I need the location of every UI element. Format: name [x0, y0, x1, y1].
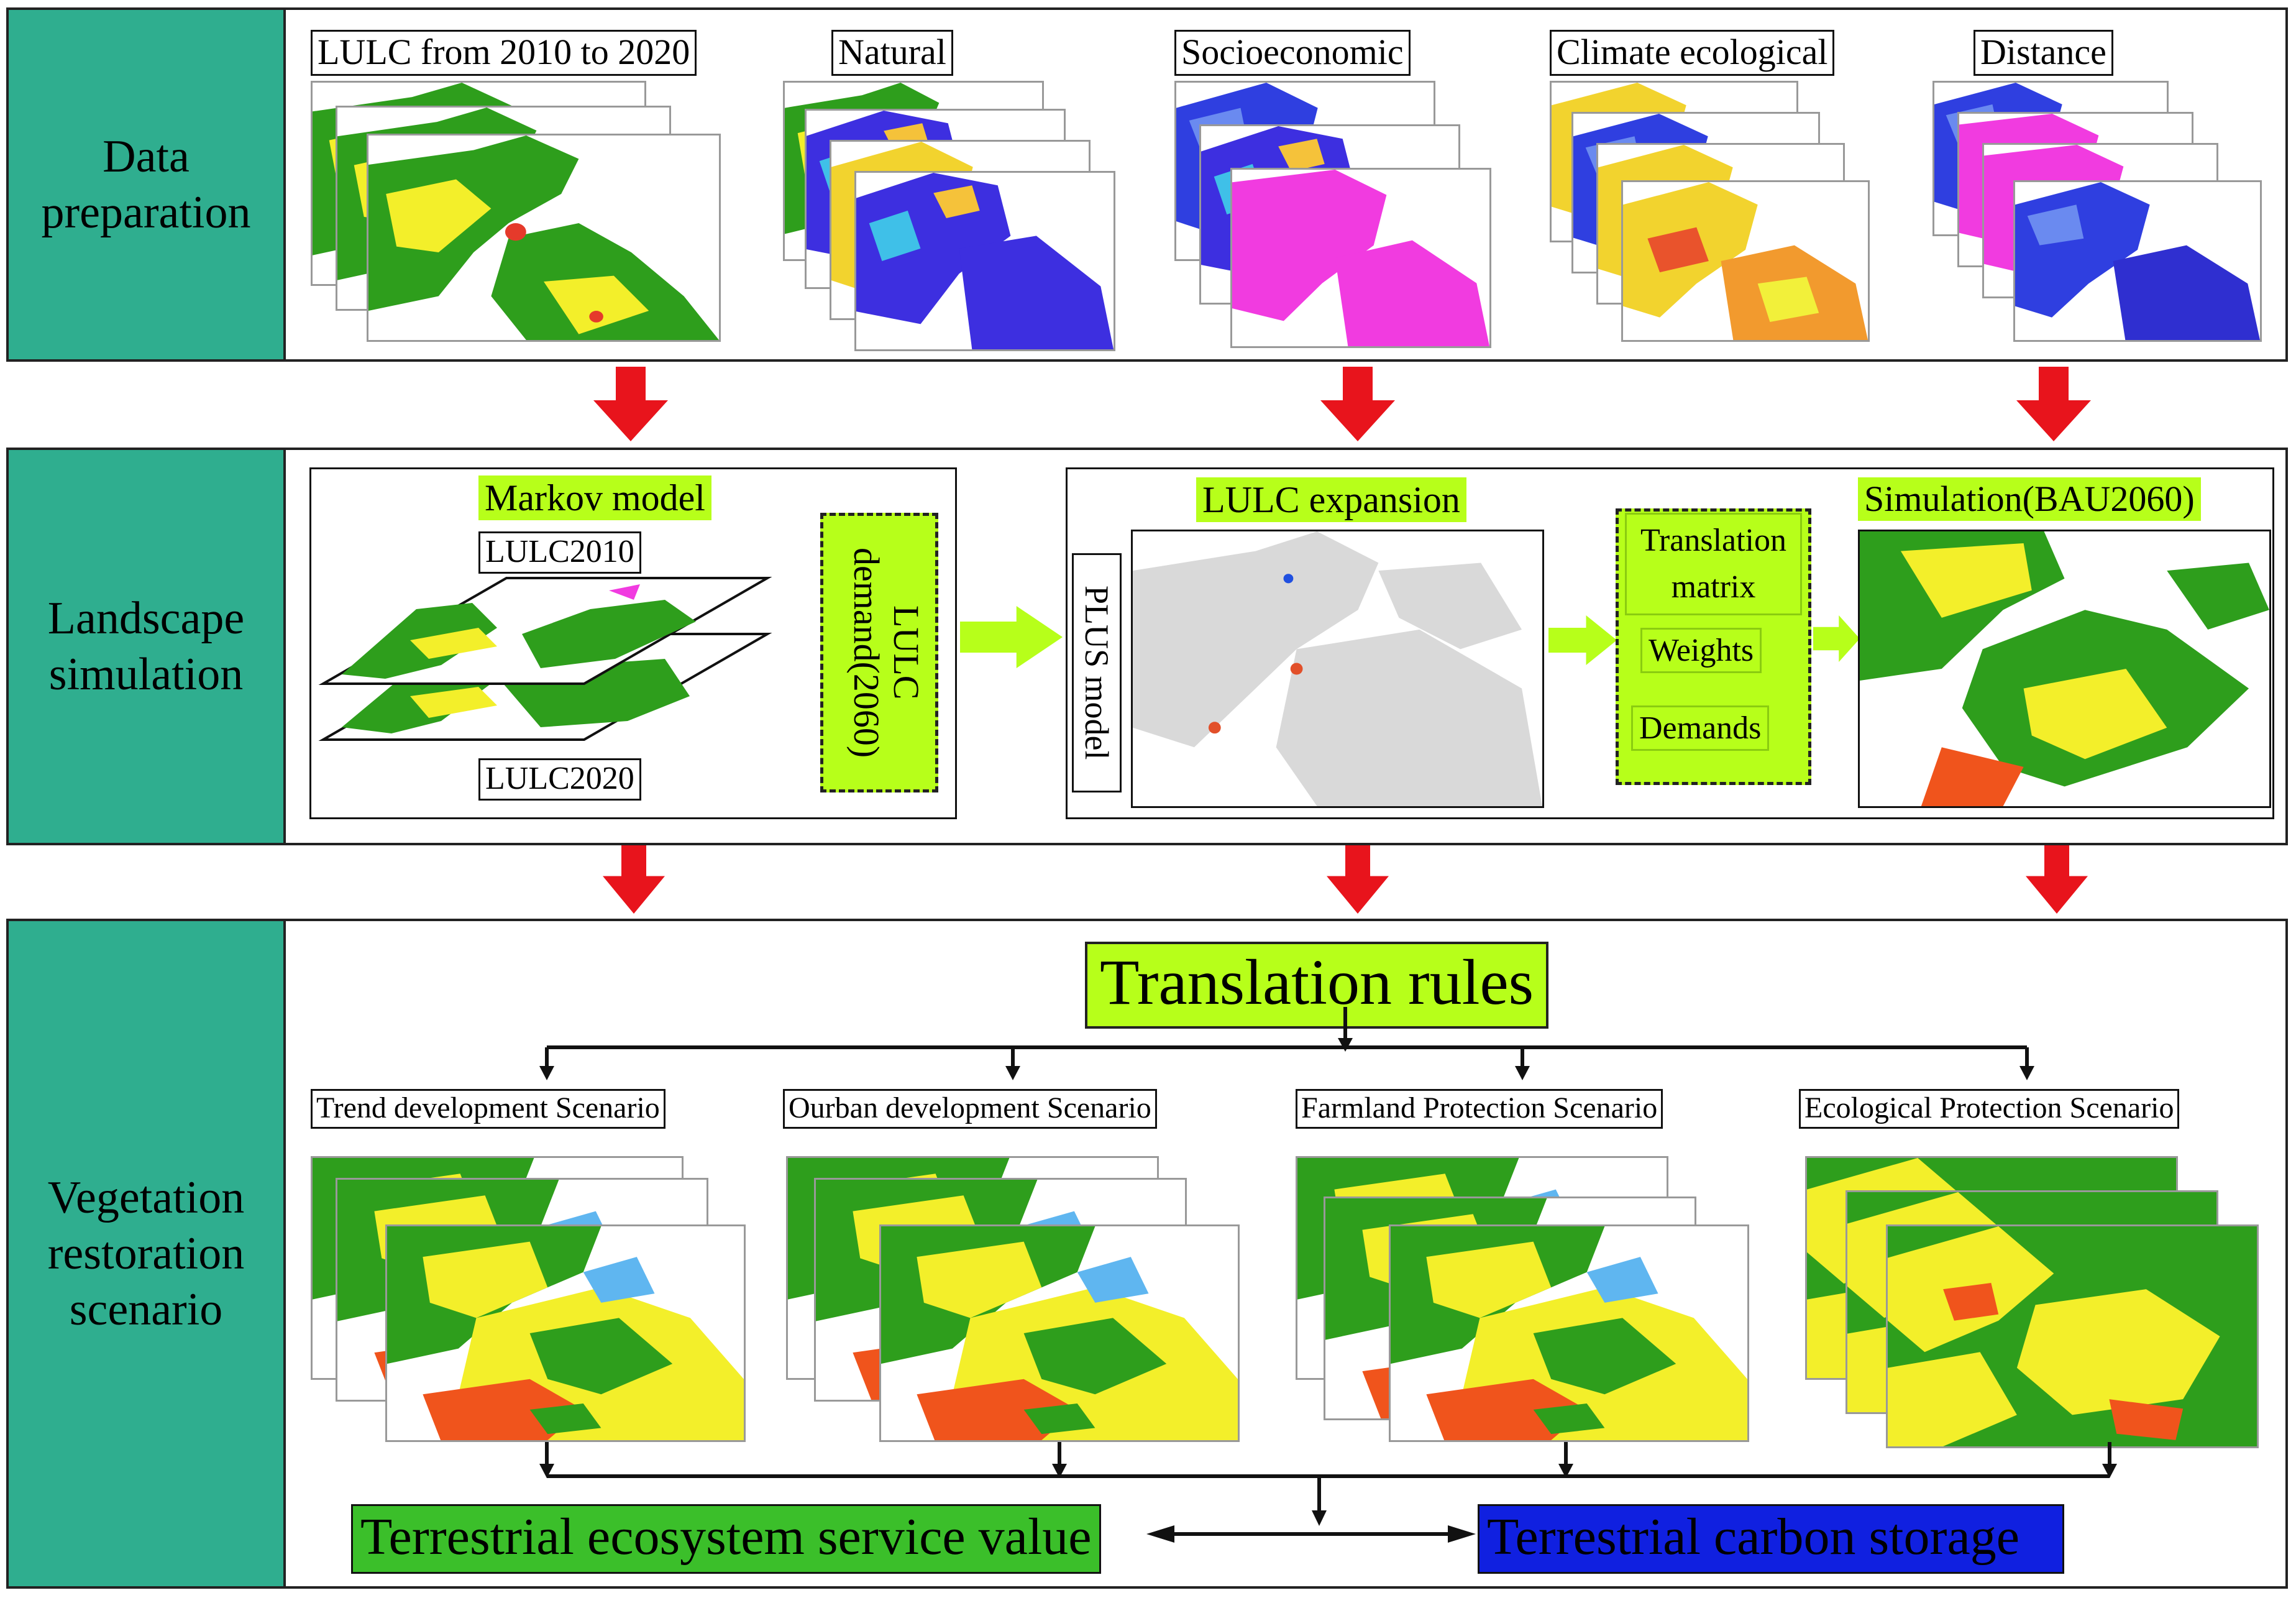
weights-label: Weights	[1640, 628, 1762, 673]
plus-model-label: PLUS model	[1072, 553, 1122, 792]
lulc-demand-text: LULC demand(2060)	[846, 547, 926, 758]
scenario-label-trend: Trend development Scenario	[311, 1089, 665, 1129]
rules-branch-connector	[539, 1007, 2034, 1080]
scenario-label-ourban: Ourban development Scenario	[783, 1089, 1157, 1129]
down-arrow-6	[2026, 845, 2088, 914]
scenario-label-farmland: Farmland Protection Scenario	[1296, 1089, 1663, 1129]
right-arrow-expansion-to-params	[1548, 615, 1617, 665]
lulc-2010-2020-label: LULC from 2010 to 2020	[311, 30, 697, 76]
down-arrow-4	[603, 845, 665, 914]
simulation-map	[1858, 530, 2271, 808]
markov-layers-graphic	[318, 577, 772, 741]
down-arrow-2	[1320, 367, 1395, 441]
climate-map-stack	[1550, 81, 1873, 342]
carbon-storage-box: Terrestrial carbon storage	[1478, 1504, 2064, 1574]
climate-ecological-label: Climate ecological	[1550, 30, 1835, 76]
demands-label: Demands	[1631, 705, 1770, 751]
plus-model-text: PLUS model	[1078, 586, 1115, 760]
output-merge-connector	[539, 1442, 2117, 1543]
down-arrow-3	[2016, 367, 2091, 441]
lulc2020-label: LULC2020	[478, 758, 641, 801]
lulc2010-label: LULC2010	[478, 531, 641, 574]
down-arrow-1	[593, 367, 668, 441]
markov-model-title: Markov model	[478, 475, 711, 520]
natural-map-stack	[783, 81, 1118, 351]
scenario-maps-ourban	[786, 1156, 1246, 1442]
down-arrow-5	[1327, 845, 1389, 914]
scenario-maps-ecological	[1805, 1156, 2265, 1448]
socioeconomic-label: Socioeconomic	[1174, 30, 1411, 76]
scenario-label-ecological: Ecological Protection Scenario	[1799, 1089, 2180, 1129]
section-label-vegetation-restoration: Vegetation restoration scenario	[6, 919, 286, 1589]
scenario-maps-trend	[311, 1156, 758, 1442]
distance-map-stack	[1932, 81, 2268, 342]
translation-rules-title: Translation rules	[1085, 942, 1549, 1029]
plus-expansion-map	[1131, 530, 1544, 808]
distance-label: Distance	[1974, 30, 2113, 76]
right-arrow-params-to-simulation	[1813, 615, 1860, 662]
lulc-expansion-title: LULC expansion	[1196, 477, 1466, 522]
scenario-maps-farmland	[1296, 1156, 1755, 1442]
section-label-landscape-simulation: Landscape simulation	[6, 448, 286, 845]
socioeconomic-map-stack	[1174, 81, 1498, 348]
natural-label: Natural	[831, 30, 953, 76]
section-label-data-preparation: Data preparation	[6, 7, 286, 362]
lulc-demand-box: LULC demand(2060)	[820, 513, 938, 792]
translation-matrix-label: Translation matrix	[1625, 513, 1802, 615]
lulc-map-stack	[311, 81, 727, 342]
simulation-bau2060-title: Simulation(BAU2060)	[1858, 477, 2201, 521]
right-arrow-markov-to-plus	[960, 606, 1063, 668]
ecosystem-service-value-box: Terrestrial ecosystem service value	[351, 1504, 1101, 1574]
